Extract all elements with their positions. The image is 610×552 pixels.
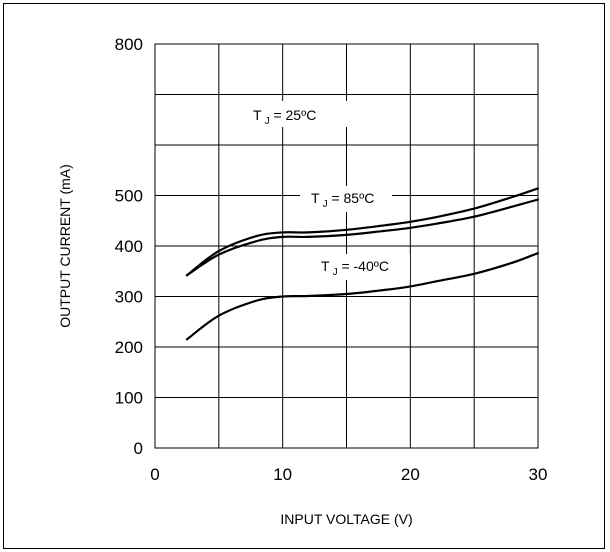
- y-tick-labels: 0 100 200 300 400 500 800: [115, 35, 143, 458]
- label-background: [308, 254, 410, 280]
- x-tick-label: 10: [273, 465, 292, 484]
- curve-tj-25c: [185, 187, 540, 277]
- curve-tj-85c: [185, 198, 540, 277]
- y-tick-label: 0: [134, 439, 143, 458]
- x-tick-label: 0: [150, 465, 159, 484]
- y-tick-label: 400: [115, 237, 143, 256]
- x-axis-label: INPUT VOLTAGE (V): [280, 511, 412, 527]
- y-tick-label: 500: [115, 187, 143, 206]
- y-tick-label: 200: [115, 338, 143, 357]
- curves: [185, 187, 540, 341]
- y-tick-label: 300: [115, 288, 143, 307]
- x-tick-label: 20: [401, 465, 420, 484]
- curve-tj-minus40c: [185, 252, 540, 341]
- label-background: [300, 186, 392, 212]
- label-background: [240, 101, 348, 127]
- plot-border: [154, 43, 539, 449]
- y-tick-label: 800: [115, 35, 143, 54]
- x-tick-label: 30: [529, 465, 548, 484]
- y-axis-label: OUTPUT CURRENT (mA): [57, 164, 73, 328]
- y-tick-label: 100: [115, 389, 143, 408]
- x-tick-labels: 0 10 20 30: [150, 465, 547, 484]
